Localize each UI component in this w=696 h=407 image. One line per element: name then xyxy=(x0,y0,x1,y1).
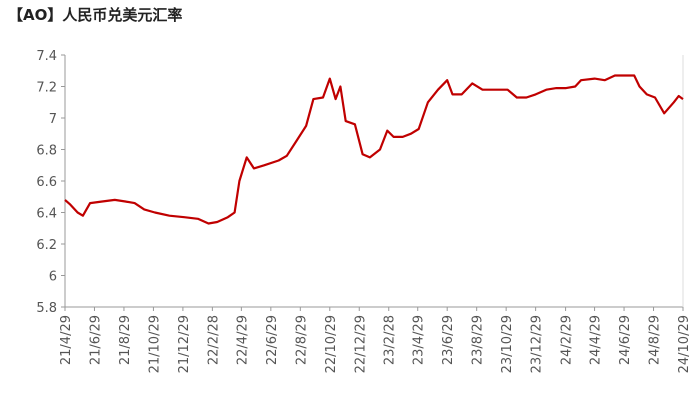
y-tick-label: 7 xyxy=(49,112,57,127)
y-tick-label: 5.8 xyxy=(36,301,57,316)
x-tick-label: 21/4/29 xyxy=(59,315,74,365)
y-tick-label: 6.8 xyxy=(36,144,57,159)
x-tick-label: 24/6/29 xyxy=(618,315,633,365)
y-tick-label: 6.4 xyxy=(36,207,57,222)
x-tick-label: 23/6/29 xyxy=(441,315,456,365)
x-tick-label: 22/2/28 xyxy=(206,315,221,365)
x-tick-label: 23/2/28 xyxy=(383,315,398,365)
x-tick-label: 21/12/29 xyxy=(177,315,192,373)
y-tick-label: 7.4 xyxy=(36,49,57,64)
y-tick-label: 6 xyxy=(49,270,57,285)
x-tick-label: 22/8/29 xyxy=(294,315,309,365)
x-tick-label: 23/12/29 xyxy=(530,315,545,373)
x-tick-label: 23/4/29 xyxy=(412,315,427,365)
x-tick-label: 24/2/29 xyxy=(560,315,575,365)
x-tick-label: 22/4/29 xyxy=(235,315,250,365)
line-series xyxy=(64,74,684,225)
x-tick-label: 24/8/29 xyxy=(648,315,663,365)
y-tick-label: 7.2 xyxy=(36,81,57,96)
y-tick-label: 6.6 xyxy=(36,175,57,190)
x-tick-label: 24/4/29 xyxy=(589,315,604,365)
x-tick-label: 24/10/29 xyxy=(677,315,692,373)
x-tick-label: 22/6/29 xyxy=(265,315,280,365)
x-tick-label: 22/10/29 xyxy=(324,315,339,373)
x-tick-label: 21/10/29 xyxy=(147,315,162,373)
x-tick-label: 23/8/29 xyxy=(471,315,486,365)
x-tick-label: 22/12/29 xyxy=(353,315,368,373)
chart-title: 【AO】人民币兑美元汇率 xyxy=(8,6,182,24)
x-tick-label: 21/6/29 xyxy=(88,315,103,365)
x-tick-label: 21/8/29 xyxy=(118,315,133,365)
y-tick-label: 6.2 xyxy=(36,238,57,253)
x-tick-label: 23/10/29 xyxy=(500,315,515,373)
